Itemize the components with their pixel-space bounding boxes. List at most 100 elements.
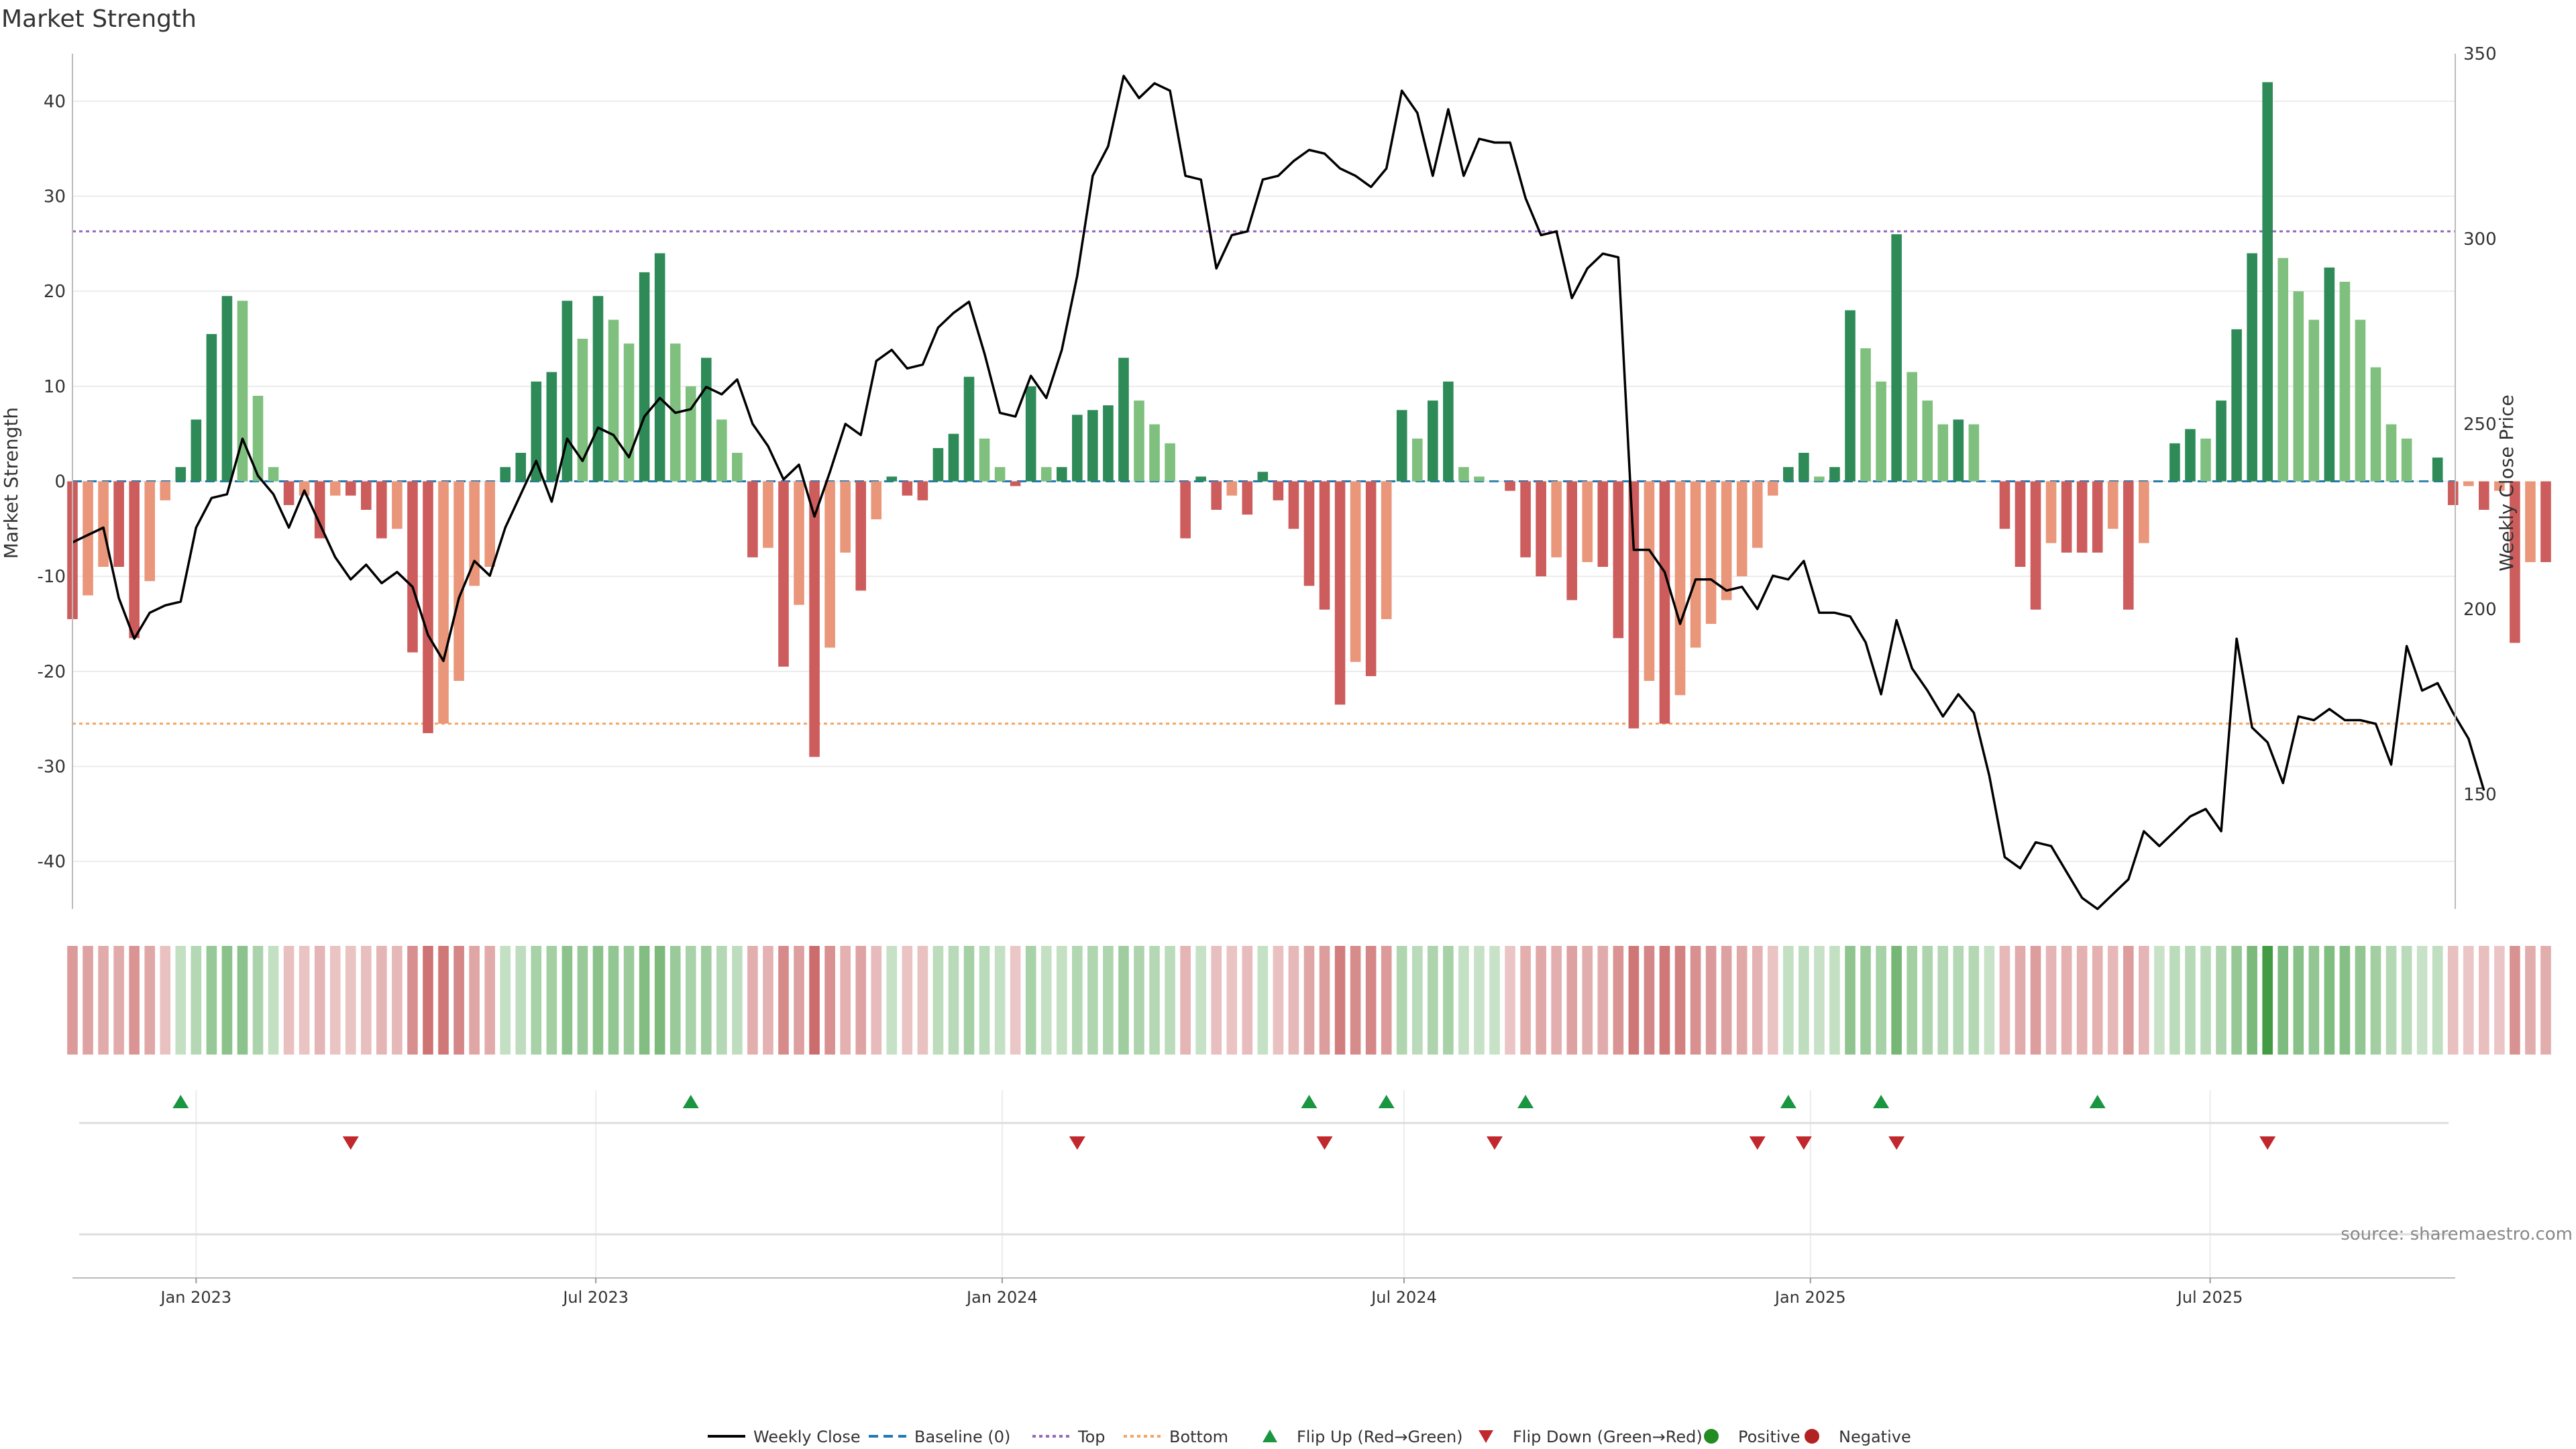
strength-bar	[2277, 258, 2289, 482]
strength-bar	[1025, 386, 1036, 482]
flip-down-marker	[1795, 1136, 1812, 1150]
heat-cell	[1350, 946, 1361, 1055]
strength-bar	[1273, 481, 1284, 500]
heat-cell	[1566, 946, 1578, 1055]
heat-cell	[1783, 946, 1794, 1055]
strength-bar	[1443, 381, 1454, 482]
heat-cell	[639, 946, 650, 1055]
heat-cell	[2076, 946, 2088, 1055]
heat-cell	[1474, 946, 1485, 1055]
flip-up-marker	[1873, 1095, 1890, 1108]
y-axis-label: Market Strength	[0, 407, 22, 559]
strength-bar	[1644, 481, 1655, 681]
strength-bar	[1566, 481, 1578, 600]
strength-bar	[113, 481, 124, 567]
strength-bar	[2107, 481, 2118, 529]
heat-cell	[1428, 946, 1438, 1055]
heat-cell	[2277, 946, 2289, 1055]
flip-up-marker	[1378, 1095, 1395, 1108]
strength-bar	[2169, 443, 2180, 482]
strength-bar	[1860, 348, 1871, 482]
heat-cell	[2123, 946, 2134, 1055]
strength-bar	[83, 481, 93, 596]
strength-bar	[206, 333, 217, 482]
heat-cell	[1860, 946, 1871, 1055]
legend: Weekly Close Baseline (0) Top Bottom Flip Up…	[708, 1428, 1911, 1446]
strength-bar	[283, 481, 294, 505]
heat-cell	[1876, 946, 1886, 1055]
heat-cell	[175, 946, 186, 1055]
heat-cell	[1443, 946, 1454, 1055]
heat-cell	[623, 946, 635, 1055]
strength-bar	[546, 372, 557, 482]
heat-cell	[2262, 946, 2273, 1055]
legend-label: Baseline (0)	[914, 1428, 1010, 1446]
y-tick-label: 40	[44, 92, 66, 112]
heat-cell	[392, 946, 402, 1055]
strength-bar	[1829, 467, 1840, 482]
heat-cell	[469, 946, 480, 1055]
strength-bar	[1103, 405, 1114, 482]
heat-cell	[1381, 946, 1392, 1055]
heat-cell	[1257, 946, 1269, 1055]
heat-cell	[1736, 946, 1748, 1055]
legend-item: Bottom	[1124, 1428, 1228, 1446]
strength-bar	[1520, 481, 1531, 557]
legend-item: Negative	[1805, 1428, 1911, 1446]
heat-cell	[1752, 946, 1763, 1055]
heat-cell	[2231, 946, 2242, 1055]
strength-bar	[623, 343, 635, 482]
heat-cell	[561, 946, 573, 1055]
heat-cell	[1118, 946, 1129, 1055]
heat-cell	[2525, 946, 2536, 1055]
legend-item: Flip Down (Green→Red)	[1479, 1428, 1703, 1446]
heat-cell	[423, 946, 433, 1055]
flip-up-marker	[2089, 1095, 2106, 1108]
heat-cell	[2339, 946, 2351, 1055]
heat-cell	[1613, 946, 1624, 1055]
heat-cell	[932, 946, 944, 1055]
heat-cell	[1690, 946, 1701, 1055]
heat-cell	[376, 946, 387, 1055]
strength-bar	[221, 296, 233, 482]
heat-cell	[1659, 946, 1670, 1055]
strength-bar	[1040, 467, 1052, 482]
y-tick-label: 30	[44, 187, 66, 207]
heat-cell	[1628, 946, 1640, 1055]
strength-bar	[1783, 467, 1794, 482]
heat-cell	[902, 946, 913, 1055]
heat-cell	[1582, 946, 1593, 1055]
strength-bar	[329, 481, 341, 496]
strength-bar	[376, 481, 387, 539]
chart-title: Market Strength	[1, 5, 197, 33]
flip-down-marker	[342, 1136, 359, 1150]
heat-cell	[1010, 946, 1021, 1055]
y2-tick-label: 200	[2463, 600, 2497, 620]
heat-cell	[732, 946, 743, 1055]
heat-cell	[1520, 946, 1531, 1055]
strength-bar	[2432, 458, 2443, 482]
legend-label: Weekly Close	[753, 1428, 861, 1446]
legend-label: Positive	[1738, 1428, 1801, 1446]
strength-bar	[948, 433, 959, 482]
strength-bar	[2231, 329, 2242, 482]
heat-cell	[515, 946, 527, 1055]
heat-cell	[1211, 946, 1222, 1055]
strength-bar	[1010, 481, 1021, 486]
strength-bar	[809, 481, 820, 757]
heat-cell	[1242, 946, 1253, 1055]
heat-cell	[1999, 946, 2010, 1055]
strength-heat-strip	[67, 946, 2551, 1055]
heat-cell	[2200, 946, 2211, 1055]
strength-bar	[2308, 319, 2320, 482]
strength-bar	[932, 447, 944, 482]
heat-cell	[1165, 946, 1175, 1055]
heat-cell	[1180, 946, 1191, 1055]
strength-bar	[1180, 481, 1191, 539]
heat-cell	[1489, 946, 1500, 1055]
strength-bar	[2123, 481, 2134, 610]
heat-cell	[1273, 946, 1284, 1055]
heat-cell	[1288, 946, 1299, 1055]
heat-cell	[1365, 946, 1377, 1055]
